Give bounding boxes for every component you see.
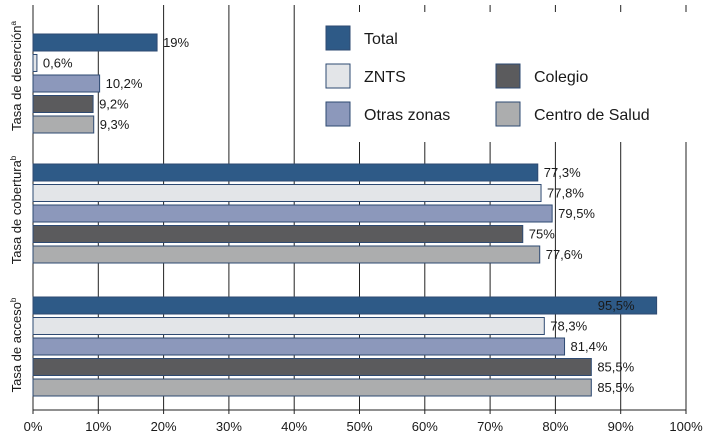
data-label: 77,3% [544, 165, 581, 180]
group-label-superscript: b [9, 155, 18, 160]
legend-swatch [495, 63, 521, 89]
data-label: 85,5% [597, 380, 634, 395]
bar [32, 378, 592, 397]
bar [32, 337, 566, 356]
data-labels: 19% 0,6% 10,2% 9,2% 9,3% 77,3% 77,8% 79,5%75% 77… [43, 35, 635, 395]
group-label-text: Tasa de cobertura [9, 159, 24, 264]
x-tick-label: 100% [669, 419, 703, 434]
x-tick-label: 10% [85, 419, 111, 434]
group-label: Tasa de desercióna [9, 20, 24, 131]
x-tick-label: 0% [24, 419, 43, 434]
data-label: 77,6% [546, 247, 583, 262]
bars [32, 33, 658, 397]
legend: Total Colegio ZNTS Centro de Salud Otras zon… [300, 12, 710, 142]
x-tick-label: 30% [216, 419, 242, 434]
legend-swatch [325, 63, 351, 89]
data-label: 77,8% [547, 186, 584, 201]
data-label: 9,3% [100, 117, 130, 132]
legend-swatch [495, 101, 521, 127]
bar [32, 245, 541, 264]
data-label: 0,6% [43, 56, 73, 71]
legend-swatch [325, 25, 351, 51]
legend-label: Total [364, 31, 398, 48]
legend-swatch [325, 101, 351, 127]
data-label: 19% [163, 35, 189, 50]
bar [32, 204, 553, 223]
bar [32, 54, 38, 72]
x-tick-label: 20% [151, 419, 177, 434]
legend-label: Otras zonas [364, 107, 450, 124]
data-label: 9,2% [99, 97, 129, 112]
data-label: 95,5% [598, 298, 635, 313]
group-label-text: Tasa de acceso [9, 302, 24, 392]
x-tick-label: 40% [281, 419, 307, 434]
bar [32, 115, 95, 134]
data-label: 10,2% [106, 76, 143, 91]
bar [32, 184, 542, 202]
legend-label: Colegio [534, 69, 588, 86]
x-tick-label: 70% [477, 419, 503, 434]
group-label-superscript: b [9, 297, 18, 302]
data-label: 81,4% [571, 339, 608, 354]
bar [32, 296, 658, 315]
bar [32, 225, 524, 243]
group-label: Tasa de coberturab [9, 155, 24, 264]
data-label: 75% [529, 227, 555, 242]
bar [32, 358, 592, 376]
group-label-text: Tasa de deserción [9, 25, 24, 131]
x-tick-label: 80% [542, 419, 568, 434]
bar [32, 33, 158, 52]
legend-label: ZNTS [364, 69, 406, 86]
bar [32, 95, 94, 113]
group-label-superscript: a [9, 20, 18, 25]
bar [32, 74, 101, 93]
bar [32, 163, 539, 182]
data-label: 85,5% [597, 360, 634, 375]
x-axis: 0% 10% 20% 30% 40% 50% 60% 70% 80% 90% 100% [24, 409, 703, 434]
data-label: 78,3% [550, 319, 587, 334]
x-tick-label: 90% [608, 419, 634, 434]
bar [32, 317, 545, 335]
data-label: 79,5% [558, 206, 595, 221]
x-tick-label: 50% [346, 419, 372, 434]
legend-label: Centro de Salud [534, 107, 650, 124]
group-label: Tasa de accesob [9, 297, 24, 392]
x-tick-label: 60% [412, 419, 438, 434]
